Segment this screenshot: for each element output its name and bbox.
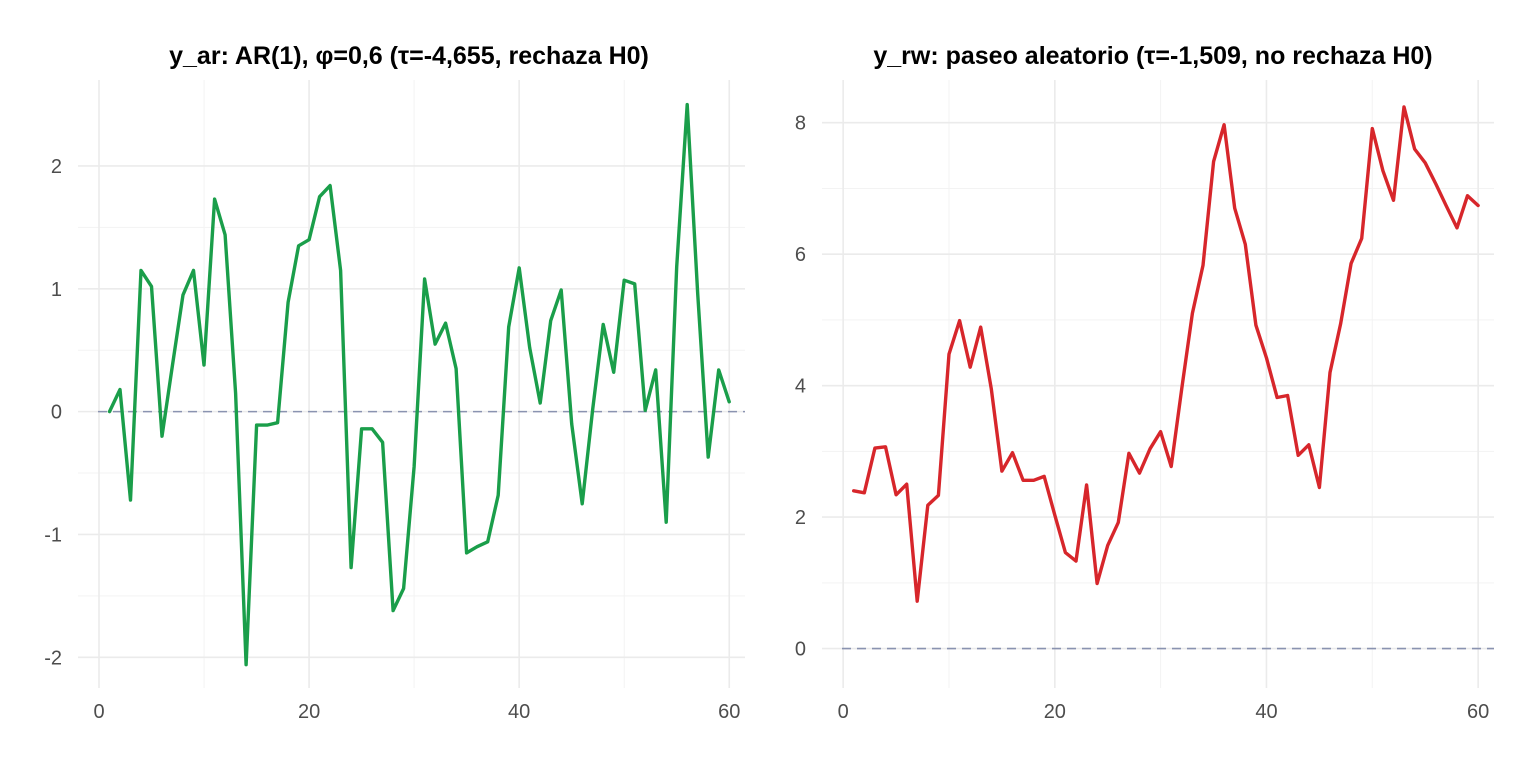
panel-rw: y_rw: paseo aleatorio (τ=-1,509, no rech…	[795, 42, 1494, 723]
y-tick-label: -2	[44, 647, 62, 669]
x-tick-label: 20	[298, 701, 320, 723]
y-tick-label: 4	[795, 376, 806, 398]
y-tick-label: 6	[795, 244, 806, 266]
chart-title: y_rw: paseo aleatorio (τ=-1,509, no rech…	[873, 42, 1432, 70]
y-tick-label: 2	[51, 156, 62, 178]
x-tick-label: 20	[1044, 701, 1066, 723]
y-tick-label: -1	[44, 524, 62, 546]
y-tick-label: 0	[795, 639, 806, 661]
chart-title: y_ar: AR(1), φ=0,6 (τ=-4,655, rechaza H0…	[169, 42, 649, 70]
y-tick-label: 2	[795, 507, 806, 529]
x-tick-label: 40	[1255, 701, 1277, 723]
x-tick-label: 40	[508, 701, 530, 723]
plot-area: 0 20 40 60 0 2 4 6 8	[795, 80, 1494, 723]
x-tick-label: 0	[93, 701, 104, 723]
y-tick-label: 1	[51, 279, 62, 301]
panel-ar: y_ar: AR(1), φ=0,6 (τ=-4,655, rechaza H0…	[44, 42, 745, 723]
x-tick-label: 60	[1467, 701, 1489, 723]
x-tick-label: 0	[838, 701, 849, 723]
series-line	[107, 102, 731, 667]
series-line	[852, 105, 1480, 603]
y-tick-label: 8	[795, 113, 806, 135]
plot-area: 0 20 40 60 -2 -1 0 1 2	[44, 80, 745, 723]
y-tick-label: 0	[51, 402, 62, 424]
x-tick-label: 60	[718, 701, 740, 723]
